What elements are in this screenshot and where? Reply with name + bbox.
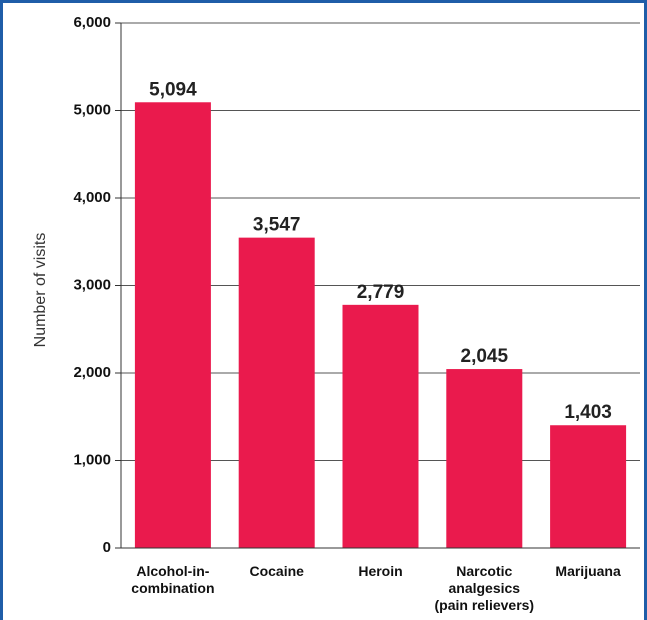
y-axis-label: Number of visits: [32, 233, 49, 348]
bar: [342, 304, 419, 548]
x-category-label: Heroin: [358, 563, 402, 579]
bar-value-label: 2,779: [357, 282, 405, 303]
x-category-label: Alcohol-in-combination: [131, 563, 214, 596]
y-tick-label: 2,000: [73, 364, 111, 381]
y-axis-ticks: 0 1,000 2,000 3,000 4,000 5,000 6,000: [73, 14, 121, 556]
bars: [134, 102, 627, 549]
value-labels: 5,094 3,547 2,779 2,045 1,403: [149, 79, 612, 423]
y-tick-label: 5,000: [73, 101, 111, 118]
x-axis-categories: Alcohol-in-combination Cocaine Heroin Narco…: [131, 563, 621, 613]
bar: [550, 425, 627, 548]
bar-value-label: 5,094: [149, 79, 197, 100]
bar-value-label: 2,045: [461, 346, 509, 367]
bar-value-label: 3,547: [253, 215, 301, 236]
x-category-label: Marijuana: [555, 563, 621, 579]
y-tick-label: 0: [103, 539, 111, 556]
bar: [134, 102, 211, 549]
x-category-label: Narcotic analgesics (pain relievers): [434, 563, 534, 613]
y-tick-label: 3,000: [73, 276, 111, 293]
bar-value-label: 1,403: [564, 402, 612, 423]
bar: [446, 369, 523, 548]
y-tick-label: 1,000: [73, 451, 111, 468]
y-tick-label: 6,000: [73, 14, 111, 31]
x-category-label: Cocaine: [249, 563, 304, 579]
bar: [238, 237, 315, 548]
y-tick-label: 4,000: [73, 189, 111, 206]
